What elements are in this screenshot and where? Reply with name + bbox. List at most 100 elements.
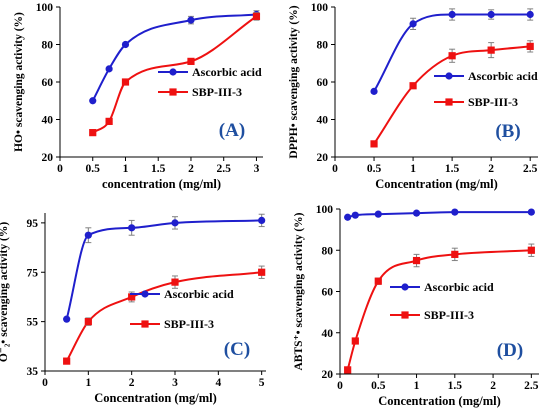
panel-d-label: (D)	[497, 340, 523, 361]
panel-d-ascorbic-acid-point	[374, 210, 382, 218]
panel-d-sbp-iii-3-point	[412, 256, 421, 265]
panel-b-y-tick-label: 100	[311, 2, 329, 14]
panel-c-x-axis-title: Concentration (mg/ml)	[94, 391, 217, 405]
panel-c-ascorbic-acid-point	[84, 231, 92, 239]
panel-c-x-tick-label: 3	[172, 377, 178, 389]
panel-b-series-ascorbic-acid	[370, 8, 534, 95]
panel-d-sbp-iii-3-point	[527, 246, 535, 254]
panel-d-legend-marker-ascorbic-acid	[401, 283, 409, 291]
panel-d-legend-label-sbp-iii-3: SBP-III-3	[424, 308, 474, 322]
panel-b-y-tick-label: 80	[317, 40, 329, 52]
panel-a-ascorbic-acid-point	[89, 97, 97, 105]
panel-a-x-axis-title: concentration (mg/ml)	[102, 177, 221, 191]
panel-d-y-tick-label: 100	[316, 204, 334, 216]
panel-b-ascorbic-acid-point	[448, 10, 456, 19]
panel-d-y-tick-label: 40	[322, 328, 334, 340]
panel-c-y-tick-label: 95	[27, 218, 39, 230]
panel-a-sbp-iii-3-line	[92, 15, 258, 134]
panel-c-legend: Ascorbic acid SBP-III-3	[130, 287, 234, 331]
panel-c-ascorbic-acid-point	[128, 224, 136, 232]
panel-b-ascorbic-acid-point	[370, 87, 378, 95]
panel-a-y-tick-label: 20	[42, 152, 54, 164]
panel-b-legend-label-sbp-iii-3: SBP-III-3	[468, 95, 518, 109]
panel-a-y-tick-label: 40	[42, 115, 54, 127]
panel-a-x-tick-label: 1	[123, 163, 129, 175]
panel-a-sbp-iii-3-point	[252, 12, 261, 20]
panel-b-series-sbp-iii-3	[370, 40, 534, 148]
panel-b-legend-marker-sbp-iii-3	[445, 98, 453, 106]
panel-b-y-tick-label: 20	[317, 152, 329, 164]
panel-a-sbp-iii-3-point	[187, 57, 195, 65]
panel-a-y-tick-label: 100	[36, 2, 54, 14]
panel-d-x-tick-label: 1.5	[448, 380, 463, 392]
panel-d-y-axis-title: ABTS⁺• scavenging activity (%)	[293, 212, 305, 370]
panel-d-x-tick-label: 2.5	[524, 380, 539, 392]
panel-a-x-tick-label: 0	[57, 163, 63, 175]
panel-c-ascorbic-acid-point	[171, 219, 179, 227]
panel-b-x-tick-label: 0	[332, 163, 338, 175]
panel-c-label: (C)	[224, 339, 250, 360]
panel-c: 0 1 2 3 4 5 35 55 75 95 Concentration (mg/ml) O⁻₂• …	[0, 213, 266, 405]
panel-c-y-tick-label: 35	[27, 366, 39, 378]
panel-c-ascorbic-acid-point	[258, 216, 266, 225]
panel-b-legend-label-ascorbic-acid: Ascorbic acid	[468, 69, 538, 83]
panel-a-legend-marker-ascorbic-acid	[169, 68, 177, 76]
panel-a-y-tick-label: 80	[42, 40, 54, 52]
panel-d-sbp-iii-3-point	[351, 337, 359, 345]
panel-c-y-axis-title: O⁻₂• scavenging activity (%)	[0, 222, 10, 363]
panel-a-legend: Ascorbic acid SBP-III-3	[158, 65, 262, 99]
panel-a-sbp-iii-3-point	[89, 129, 97, 137]
panel-c-x-tick-label: 0	[42, 377, 48, 389]
panel-b-ascorbic-acid-point	[487, 10, 495, 19]
panel-a-ascorbic-acid-point	[105, 65, 113, 73]
panel-c-sbp-iii-3-point	[84, 318, 92, 326]
panel-d-sbp-iii-3-point	[451, 250, 459, 258]
panel-d-y-tick-label: 20	[322, 369, 334, 381]
panel-a-y-axis-title: HO• scavenging activity (%)	[13, 12, 25, 152]
panel-c-sbp-iii-3-point	[128, 293, 136, 301]
panel-a-sbp-iii-3-point	[121, 78, 130, 86]
panel-c-x-tick-label: 1	[85, 377, 91, 389]
panel-a-x-tick-label: 2	[188, 163, 194, 175]
panel-b-sbp-iii-3-point	[370, 140, 378, 148]
panel-b-x-tick-label: 2.5	[523, 163, 538, 175]
panel-c-x-tick-label: 5	[259, 377, 265, 389]
panel-a-legend-label-ascorbic-acid: Ascorbic acid	[192, 65, 262, 79]
panel-a-ascorbic-acid-point	[121, 40, 130, 49]
panel-d-x-axis-title: Concentration (mg/ml)	[378, 394, 501, 408]
panel-a-label: (A)	[219, 120, 245, 141]
panel-d-x-tick-label: 2	[490, 380, 496, 392]
panel-c-series-sbp-iii-3	[63, 265, 266, 365]
panel-b-x-tick-label: 1.5	[445, 163, 460, 175]
panel-d-legend-marker-sbp-iii-3	[401, 311, 409, 319]
panel-c-legend-marker-ascorbic-acid	[141, 290, 149, 298]
panel-b-ascorbic-acid-point	[409, 20, 417, 28]
panel-a-legend-label-sbp-iii-3: SBP-III-3	[192, 85, 242, 99]
panel-a: 0 0.5 1 1.5 2 2.5 3 20 40 60 80 100 concentration (m…	[13, 2, 263, 191]
panel-a-ascorbic-acid-point	[187, 16, 195, 24]
panel-c-ascorbic-acid-point	[63, 315, 71, 323]
panel-d-ascorbic-acid-point	[351, 211, 359, 219]
panel-b-x-tick-label: 1	[410, 163, 416, 175]
panel-b-y-tick-label: 60	[317, 77, 329, 89]
panel-a-x-tick-label: 0.5	[86, 163, 101, 175]
panel-b-x-axis-title: Concentration (mg/ml)	[375, 177, 498, 191]
panel-d-ascorbic-acid-point	[527, 208, 535, 216]
panel-c-y-tick-label: 55	[27, 317, 39, 329]
panel-d-legend-label-ascorbic-acid: Ascorbic acid	[424, 280, 494, 294]
panel-c-legend-label-sbp-iii-3: SBP-III-3	[164, 317, 214, 331]
panel-b-sbp-iii-3-point	[409, 82, 417, 90]
panel-d-ascorbic-acid-point	[451, 208, 459, 216]
panel-c-series-ascorbic-acid	[63, 213, 266, 323]
panel-b-ascorbic-acid-point	[526, 10, 534, 19]
panel-d: 0 0.5 1 1.5 2 2.5 20 40 60 80 100 Concentration (mg…	[293, 204, 539, 408]
panel-b-legend-marker-ascorbic-acid	[445, 72, 453, 80]
panel-d-ascorbic-acid-point	[412, 209, 421, 217]
panel-a-series-ascorbic-acid	[89, 10, 261, 105]
panel-b-sbp-iii-3-point	[487, 46, 495, 54]
panel-d-sbp-iii-3-point	[344, 366, 352, 374]
panel-b-x-tick-label: 2	[488, 163, 494, 175]
panel-d-series-ascorbic-acid	[344, 208, 535, 221]
panel-a-legend-marker-sbp-iii-3	[169, 88, 177, 96]
panel-a-x-tick-label: 1.5	[151, 163, 166, 175]
